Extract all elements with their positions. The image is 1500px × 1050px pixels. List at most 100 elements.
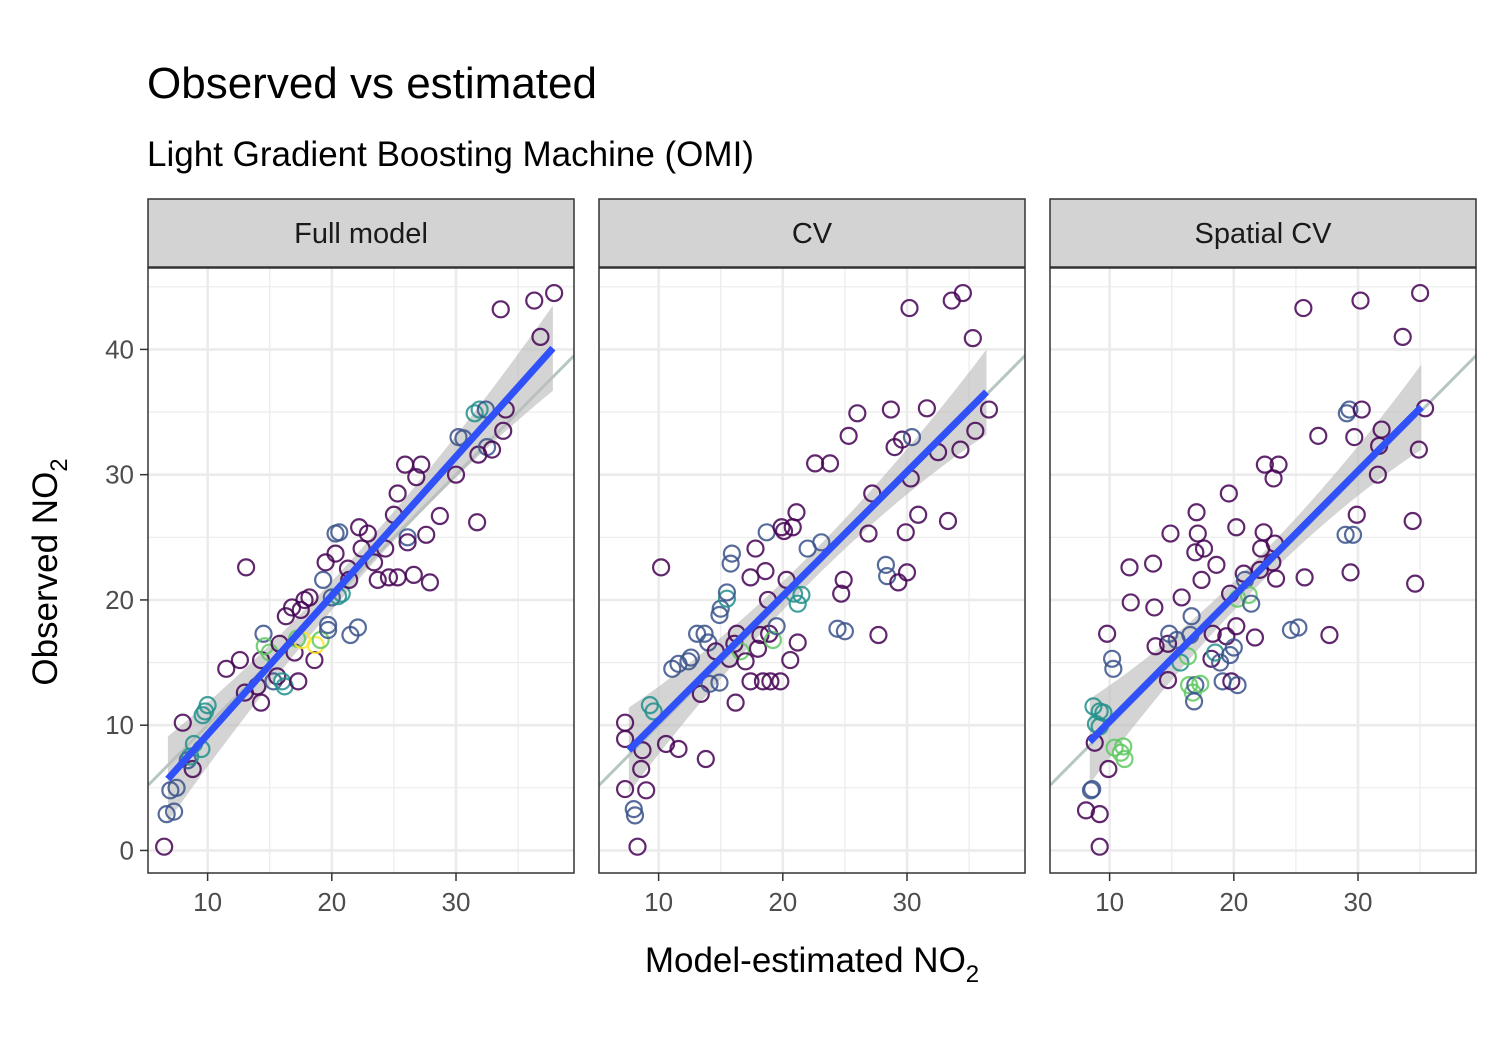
data-point [1242,594,1261,613]
data-point [1187,503,1206,522]
data-point [917,399,936,418]
data-point [1269,455,1288,474]
data-point [644,702,663,721]
data-point [164,802,184,821]
data-point [736,652,755,671]
data-point [193,706,212,725]
data-point [1115,749,1134,769]
data-point [820,454,840,473]
data-point [615,779,635,799]
y-axis-ticks: 0 10 20 30 40 [105,334,148,865]
data-point [1182,607,1201,626]
data-point [1403,511,1422,531]
data-point [731,642,750,661]
data-point [848,404,867,423]
facet-panel: CV 10 20 30 [598,198,1026,917]
facet-strip-label: Spatial CV [1194,218,1332,250]
data-point [963,329,982,348]
y-tick-label: 0 [120,835,134,865]
data-point [1309,426,1328,445]
regression-line [1087,404,1424,744]
data-point [771,672,790,691]
x-tick-label: 30 [893,887,922,917]
data-point [358,524,377,543]
facet-strip-label: Full model [294,218,428,250]
data-point [398,533,417,552]
data-point [417,525,436,544]
data-point [792,585,811,605]
data-point [289,672,308,691]
data-point [832,584,851,603]
data-point [1090,805,1109,824]
data-point [1228,676,1247,695]
data-point [681,648,701,667]
data-point [726,693,745,712]
data-point [491,300,510,319]
data-point [1254,523,1273,542]
data-point [237,558,256,577]
data-point [1295,568,1314,587]
data-point [881,400,900,419]
data-point [828,619,847,638]
y-tick-label: 20 [105,585,134,615]
data-point [1406,574,1425,593]
data-point [615,729,635,749]
panel-border [1049,267,1477,874]
data-point [900,298,919,318]
plot-area [599,268,1025,873]
facet-strip [147,198,575,268]
chart-title: Observed vs estimated [147,59,597,108]
data-point [1320,625,1339,645]
data-point [1294,298,1313,318]
data-point [1255,455,1274,474]
data-point [254,624,273,643]
data-point [711,599,730,618]
data-point [909,505,928,524]
facet-strip [598,198,1026,268]
y-tick-label: 40 [105,334,134,364]
data-point [494,421,513,440]
data-point [306,635,325,655]
data-point [1347,505,1366,524]
data-point [1076,801,1096,820]
plot-area [1050,268,1476,873]
data-point [628,837,647,856]
x-tick-label: 10 [1095,887,1124,917]
data-point [721,554,740,573]
data-point [482,440,502,459]
data-point [892,430,912,449]
data-point [876,555,895,574]
data-point [839,426,858,445]
data-point [348,618,367,637]
x-axis-title: Model-estimated NO2 [645,941,979,988]
data-point [264,672,283,691]
data-point [1121,593,1140,612]
data-point [835,622,855,641]
data-point [1192,570,1211,589]
data-point [1409,440,1428,459]
data-point [167,778,186,797]
data-point [1368,465,1387,484]
data-point [756,562,775,581]
data-point [531,327,550,346]
data-point [1351,291,1370,310]
data-point [717,583,737,602]
data-point [1266,569,1286,588]
data-point [1178,647,1197,666]
data-point [468,513,487,532]
data-point [767,617,786,636]
data-point [1203,624,1222,643]
data-point [669,739,688,759]
data-point [314,570,333,589]
data-point [1411,283,1430,303]
data-point [1114,737,1133,756]
data-point [751,625,770,645]
regression-line [165,345,556,782]
data-point [812,533,831,552]
data-point [700,674,719,693]
data-point [300,588,319,607]
data-point [322,588,341,607]
data-point [953,283,973,303]
data-point [753,672,773,691]
